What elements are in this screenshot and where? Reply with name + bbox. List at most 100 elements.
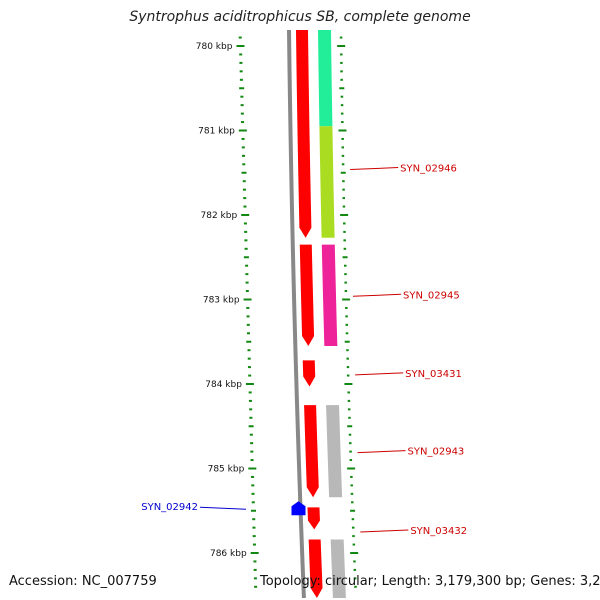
axis-tick-label: 784 kbp <box>205 380 242 390</box>
axis-tick <box>246 340 252 343</box>
ruler-tick <box>347 408 351 411</box>
ruler-tick <box>351 501 354 504</box>
axis-tick <box>250 552 259 554</box>
gene-label: SYN_02943 <box>408 447 465 458</box>
gene-labels: SYN_02946 SYN_02945 SYN_03431 SYN_02943 SYN_… <box>141 164 467 538</box>
ruler-tick <box>347 467 356 470</box>
axis-tick <box>242 180 246 183</box>
axis-tick <box>245 383 254 385</box>
ruler-tick <box>343 239 346 242</box>
ruler-tick <box>340 53 343 56</box>
axis-tick <box>247 366 251 369</box>
ruler-tick <box>339 87 345 90</box>
ruler-tick <box>341 154 345 157</box>
axis-tick <box>252 526 256 529</box>
ruler-tick <box>346 374 350 377</box>
ruler-tick <box>353 568 357 571</box>
cds-arrow <box>299 244 315 346</box>
reverse-gene-marker <box>291 501 306 516</box>
axis-tick <box>247 332 251 335</box>
ruler-tick <box>344 273 347 276</box>
axis-tick <box>245 273 249 276</box>
axis-tick <box>241 171 247 174</box>
ruler-tick <box>352 535 355 538</box>
ruler-tick <box>349 450 352 453</box>
axis-tick <box>250 442 254 445</box>
ruler-tick <box>347 425 353 428</box>
ruler-tick <box>343 222 346 225</box>
ruler-tick <box>350 509 356 512</box>
ruler-tick <box>348 433 352 436</box>
axis-tick <box>241 214 250 216</box>
ruler-tick <box>341 146 345 149</box>
cds-arrow <box>307 507 320 530</box>
axis-tick <box>238 129 247 132</box>
ruler-tick <box>341 121 344 124</box>
ruler-tick <box>342 205 346 208</box>
axis-tick <box>241 137 245 140</box>
accession-text: Accession: NC_007759 <box>9 574 157 589</box>
axis-tick <box>238 36 242 39</box>
axis-tick-label: 782 kbp <box>201 211 238 221</box>
ruler-tick <box>340 61 343 64</box>
axis-tick-label: 783 kbp <box>203 296 240 306</box>
axis-tick <box>240 104 244 107</box>
ruler-tick <box>341 163 345 166</box>
gene-leader-line <box>352 293 402 297</box>
axis-tick <box>244 239 248 242</box>
axis-tick <box>240 112 244 115</box>
axis-tick <box>248 467 257 470</box>
axis-tick <box>250 459 254 462</box>
cds-arrow <box>296 30 312 238</box>
ruler-tick <box>345 306 348 309</box>
axis-tick <box>249 416 253 419</box>
function-block <box>326 405 343 498</box>
gene-leader-line <box>350 167 399 171</box>
cds-arrow <box>304 405 319 498</box>
ruler-tick <box>343 247 347 250</box>
ruler-tick <box>339 36 343 39</box>
ruler-tick <box>344 290 348 293</box>
function-block <box>318 30 333 127</box>
ruler-tick <box>343 230 346 233</box>
axis-tick <box>253 568 257 571</box>
axis-tick <box>241 146 245 149</box>
axis-tick-label: 781 kbp <box>198 127 235 137</box>
axis-tick <box>239 78 243 81</box>
ruler-tick <box>351 526 355 529</box>
ruler-tick <box>350 475 353 478</box>
ruler-tick <box>344 281 347 284</box>
ruler-tick <box>345 315 348 318</box>
axis-tick <box>253 560 257 563</box>
gene-label: SYN_02946 <box>400 164 457 175</box>
axis-tick <box>249 408 253 411</box>
axis-tick <box>246 323 250 326</box>
axis-tick <box>240 95 244 98</box>
axis-tick <box>245 281 249 284</box>
ruler-tick <box>351 518 355 521</box>
ruler-tick <box>338 129 347 132</box>
axis-tick <box>239 61 243 64</box>
ruler-tick <box>342 298 351 301</box>
axis-tick <box>243 298 252 301</box>
axis-tick <box>247 357 251 360</box>
axis-tick <box>248 399 252 402</box>
genome-summary-text: Topology: circular; Length: 3,179,300 bp… <box>260 574 600 589</box>
ruler-tick <box>350 552 359 554</box>
ruler-tick <box>353 577 357 580</box>
ruler-tick <box>347 399 351 402</box>
axis-tick <box>242 154 246 157</box>
gene-label: SYN_02942 <box>141 502 198 513</box>
ruler-tick <box>340 70 343 73</box>
axis-tick <box>248 374 252 377</box>
axis-tick <box>245 290 249 293</box>
axis-tick <box>236 45 245 47</box>
ruler-tick <box>344 264 347 267</box>
gene-leader-line <box>355 372 404 376</box>
axis-tick-label: 785 kbp <box>208 465 245 475</box>
axis-tick-label: 780 kbp <box>196 42 233 52</box>
cds-track <box>296 30 323 598</box>
axis-tick <box>243 222 247 225</box>
ruler-tick <box>346 357 349 360</box>
axis-tick <box>250 450 254 453</box>
